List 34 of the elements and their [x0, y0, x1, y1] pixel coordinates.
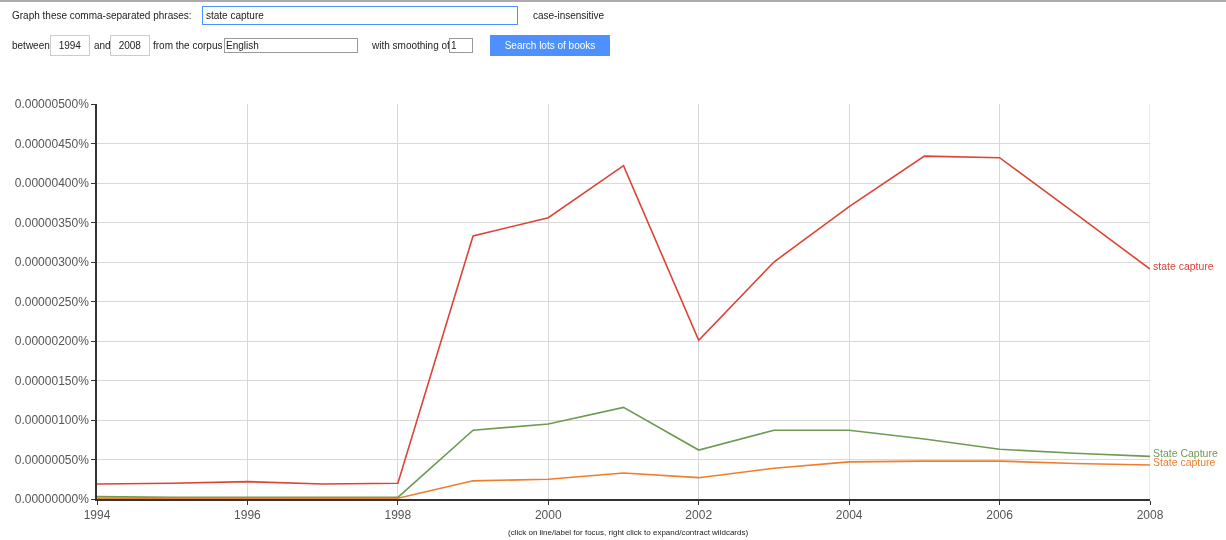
text: 1994	[58, 40, 82, 51]
x-tick-label: 2002	[685, 508, 713, 523]
x-tick-label: 1996	[234, 508, 262, 523]
x-tick-label: 2004	[835, 508, 863, 523]
text: English	[226, 40, 259, 51]
x-tick-label: 2000	[534, 508, 562, 523]
y-tick-label: 0.00000200%	[14, 334, 90, 349]
y-tick-label: 0.00000450%	[14, 136, 90, 151]
y-tick-label: 0.00000100%	[14, 413, 90, 428]
text: and	[94, 40, 111, 51]
text: from the corpus	[153, 40, 223, 51]
text: state capture	[206, 10, 265, 21]
text: Search lots of books	[504, 40, 596, 51]
y-tick-label: 0.00000500%	[14, 97, 90, 112]
text: Graph these comma-separated phrases:	[12, 10, 192, 21]
x-tick-label: 2006	[986, 508, 1014, 523]
text: 1	[451, 40, 457, 51]
y-tick-label: 0.00000300%	[14, 255, 90, 270]
y-tick-label: 0.00000050%	[14, 452, 90, 467]
text: between	[12, 40, 50, 51]
text: 2008	[118, 40, 142, 51]
x-tick-label: 1994	[83, 508, 111, 523]
y-tick-label: 0.00000000%	[14, 492, 90, 507]
y-tick-label: 0.00000250%	[14, 294, 90, 309]
series-label: State Capture	[1153, 447, 1218, 459]
y-tick-label: 0.00000150%	[14, 373, 90, 388]
series-label: state capture	[1153, 260, 1214, 272]
x-tick-label: 2008	[1136, 508, 1164, 523]
y-tick-label: 0.00000400%	[14, 176, 90, 191]
text: (click on line/label for focus, right click to expand/contract wildcards)	[508, 528, 749, 537]
line-series	[97, 155, 1150, 485]
text: case-insensitive	[533, 10, 605, 21]
y-tick-label: 0.00000350%	[14, 215, 90, 230]
x-tick-label: 1998	[384, 508, 412, 523]
